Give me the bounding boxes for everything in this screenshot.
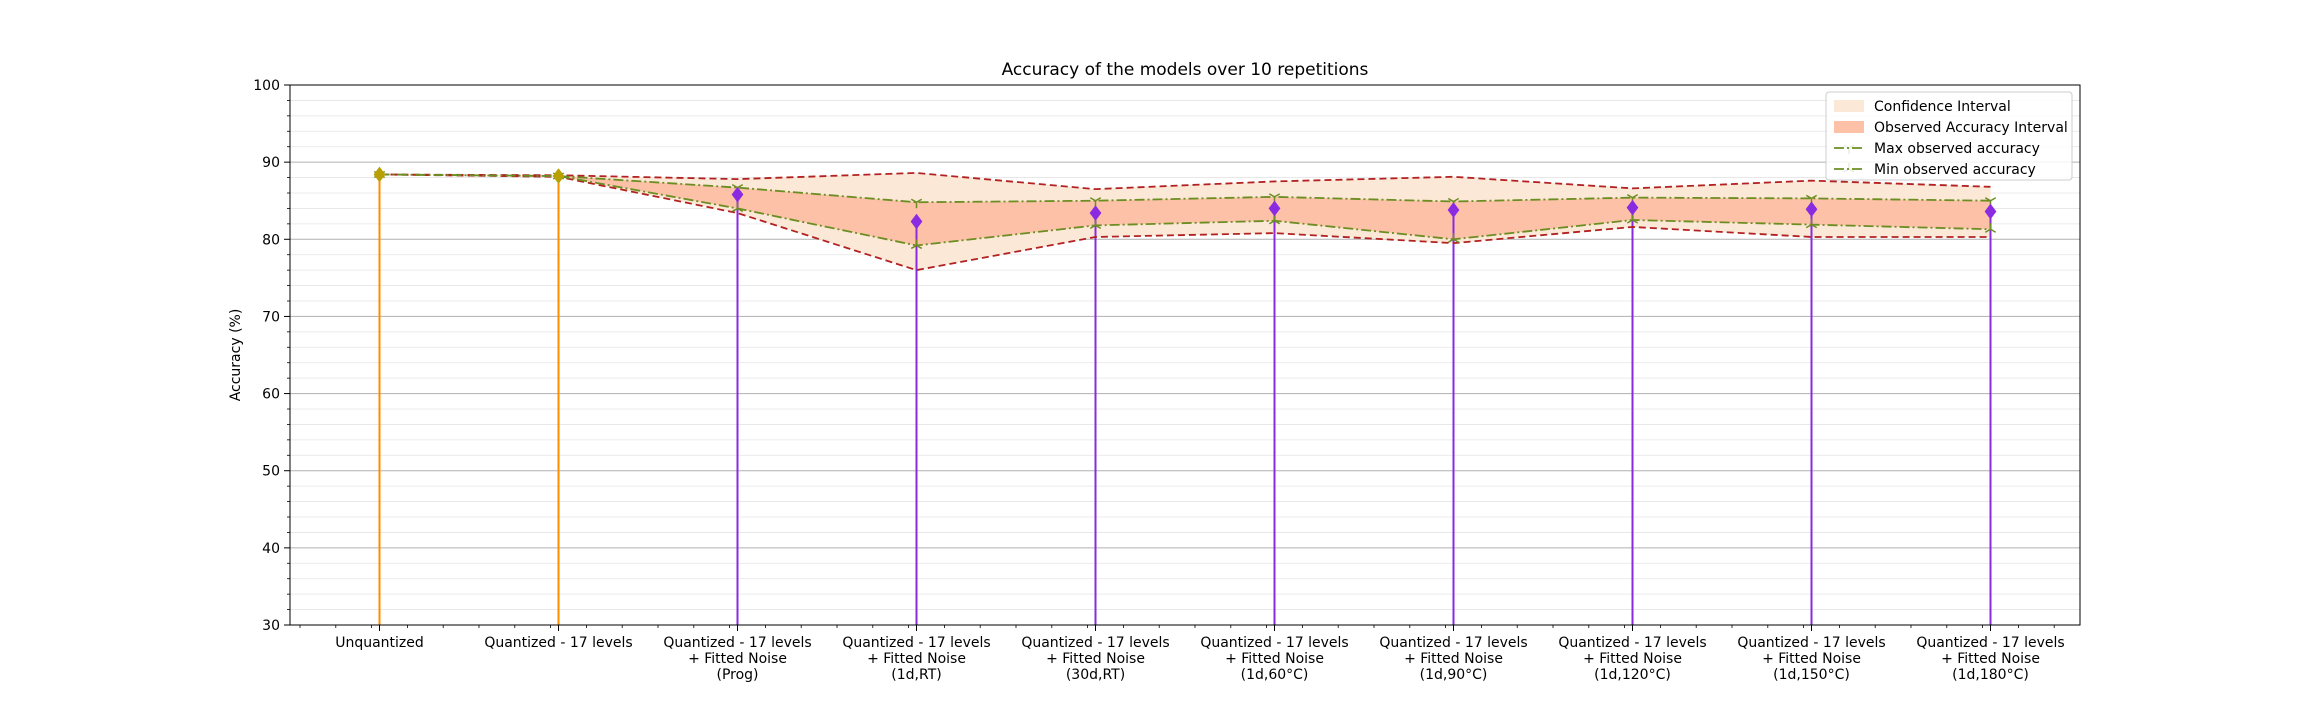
x-tick-label-line: Quantized - 17 levels xyxy=(842,635,990,651)
legend-label: Min observed accuracy xyxy=(1874,162,2036,178)
y-tick-label: 80 xyxy=(262,232,280,248)
legend-label: Confidence Interval xyxy=(1874,99,2011,115)
x-tick-label-line: Quantized - 17 levels xyxy=(1737,635,1885,651)
x-tick-label: Quantized - 17 levels + Fitted Noise (1d,6… xyxy=(1200,635,1348,683)
x-tick-label: Quantized - 17 levels + Fitted Noise (30d,… xyxy=(1021,635,1169,683)
x-tick-label-line: (1d,60°C) xyxy=(1241,667,1309,683)
mean-marker xyxy=(910,213,923,230)
x-tick-label-line: Quantized - 17 levels xyxy=(1558,635,1706,651)
min-observed-marker xyxy=(1447,233,1460,243)
x-tick-label-line: + Fitted Noise xyxy=(688,651,787,667)
x-tick-label-line: + Fitted Noise xyxy=(1583,651,1682,667)
min-observed-marker xyxy=(1984,223,1997,233)
mean-marker xyxy=(731,186,744,203)
x-tick-label-line: + Fitted Noise xyxy=(1046,651,1145,667)
x-tick-label: Unquantized xyxy=(335,635,424,651)
x-tick-label: Quantized - 17 levels + Fitted Noise (1d,1… xyxy=(1737,635,1885,683)
x-tick-label-line: (1d,90°C) xyxy=(1420,667,1488,683)
legend-swatch-observed xyxy=(1834,121,1864,133)
x-tick-label-line: (Prog) xyxy=(716,667,758,683)
x-tick-label-line: Quantized - 17 levels xyxy=(663,635,811,651)
legend: Confidence Interval Observed Accuracy Int… xyxy=(1825,91,2073,181)
min-observed-line xyxy=(379,173,1991,247)
mean-marker xyxy=(1805,201,1818,218)
min-observed-marker xyxy=(910,239,923,250)
x-tick-label-line: (1d,RT) xyxy=(891,667,941,683)
x-tick-label-line: (30d,RT) xyxy=(1066,667,1125,683)
x-tick-label-line: Quantized - 17 levels xyxy=(1200,635,1348,651)
legend-label: Max observed accuracy xyxy=(1874,141,2040,157)
observed-accuracy-band xyxy=(379,174,1991,246)
x-tick-label: Quantized - 17 levels xyxy=(484,635,632,651)
legend-box xyxy=(1825,91,2073,181)
mean-marker xyxy=(1268,200,1281,217)
x-tick-label-line: (1d,180°C) xyxy=(1952,667,2029,683)
legend-swatch-confidence xyxy=(1834,100,1864,112)
x-tick-label-line: Unquantized xyxy=(335,635,424,651)
x-tick-label: Quantized - 17 levels + Fitted Noise (Prog… xyxy=(663,635,811,683)
x-tick-label-line: + Fitted Noise xyxy=(1404,651,1503,667)
mean-marker xyxy=(1447,202,1460,218)
ci-upper-line xyxy=(379,172,1991,191)
x-tick-label: Quantized - 17 levels + Fitted Noise (1d,9… xyxy=(1379,635,1527,683)
chart-title: Accuracy of the models over 10 repetitio… xyxy=(1002,60,1369,80)
y-axis-label: Accuracy (%) xyxy=(228,309,244,402)
x-tick-label: Quantized - 17 levels + Fitted Noise (1d,1… xyxy=(1916,635,2064,683)
mean-marker xyxy=(552,168,565,184)
x-tick-label-line: Quantized - 17 levels xyxy=(484,635,632,651)
max-observed-marker xyxy=(910,198,923,209)
plot-frame xyxy=(289,84,2081,626)
y-tick-label: 50 xyxy=(262,464,280,480)
x-tick-label-line: Quantized - 17 levels xyxy=(1916,635,2064,651)
min-observed-marker xyxy=(1805,218,1818,229)
x-tick-label-line: (1d,120°C) xyxy=(1594,667,1671,683)
y-tick-label: 100 xyxy=(253,78,280,94)
y-tick-label: 90 xyxy=(262,155,280,171)
x-tick-label-line: + Fitted Noise xyxy=(867,651,966,667)
y-tick-label: 30 xyxy=(262,618,280,634)
mean-marker xyxy=(1984,203,1997,220)
x-tick-label-line: Quantized - 17 levels xyxy=(1379,635,1527,651)
x-tick-label: Quantized - 17 levels + Fitted Noise (1d,1… xyxy=(1558,635,1706,683)
x-tick-label-line: + Fitted Noise xyxy=(1762,651,1861,667)
y-tick-label: 70 xyxy=(262,309,280,325)
x-tick-label-line: (1d,150°C) xyxy=(1773,667,1850,683)
x-tick-label: Quantized - 17 levels + Fitted Noise (1d,R… xyxy=(842,635,990,683)
mean-marker xyxy=(373,166,386,183)
y-tick-label: 40 xyxy=(262,541,280,557)
x-tick-label-line: + Fitted Noise xyxy=(1225,651,1324,667)
legend-label: Observed Accuracy Interval xyxy=(1874,120,2068,136)
min-observed-marker xyxy=(731,202,744,213)
y-tick-label: 60 xyxy=(262,387,280,403)
mean-marker xyxy=(1626,199,1639,216)
x-tick-label-line: + Fitted Noise xyxy=(1941,651,2040,667)
max-observed-line xyxy=(379,173,1991,204)
mean-marker xyxy=(1089,205,1102,221)
ci-lower-line xyxy=(379,173,1991,272)
x-tick-label-line: Quantized - 17 levels xyxy=(1021,635,1169,651)
